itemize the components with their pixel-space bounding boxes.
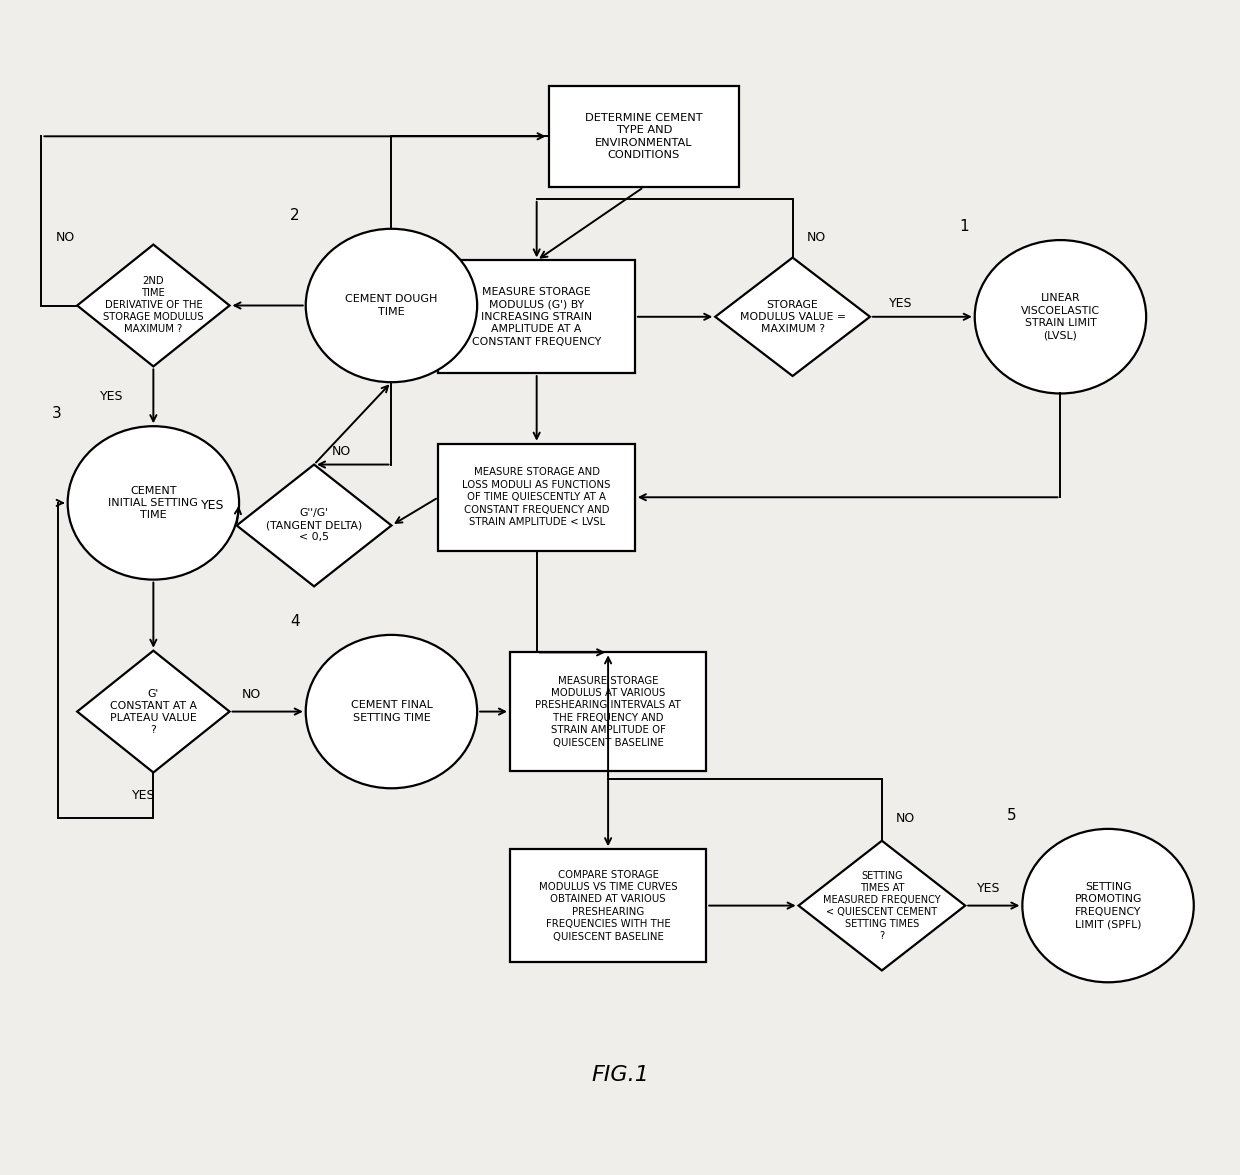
Ellipse shape bbox=[306, 634, 477, 788]
Text: SETTING
TIMES AT
MEASURED FREQUENCY
< QUIESCENT CEMENT
SETTING TIMES
?: SETTING TIMES AT MEASURED FREQUENCY < QU… bbox=[823, 871, 941, 941]
Text: NO: NO bbox=[332, 444, 351, 457]
Text: CEMENT FINAL
SETTING TIME: CEMENT FINAL SETTING TIME bbox=[351, 700, 433, 723]
Polygon shape bbox=[77, 244, 229, 367]
FancyBboxPatch shape bbox=[510, 850, 707, 962]
Text: CEMENT DOUGH
TIME: CEMENT DOUGH TIME bbox=[345, 294, 438, 317]
Text: FIG.1: FIG.1 bbox=[591, 1065, 649, 1085]
Ellipse shape bbox=[68, 427, 239, 579]
FancyBboxPatch shape bbox=[510, 652, 707, 771]
Text: NO: NO bbox=[897, 812, 915, 825]
Text: YES: YES bbox=[889, 297, 913, 310]
Ellipse shape bbox=[306, 229, 477, 382]
FancyBboxPatch shape bbox=[439, 261, 635, 374]
Ellipse shape bbox=[1022, 828, 1194, 982]
Text: 4: 4 bbox=[290, 615, 300, 630]
FancyBboxPatch shape bbox=[548, 86, 739, 187]
Polygon shape bbox=[237, 464, 392, 586]
Text: NO: NO bbox=[242, 689, 260, 701]
Text: DETERMINE CEMENT
TYPE AND
ENVIRONMENTAL
CONDITIONS: DETERMINE CEMENT TYPE AND ENVIRONMENTAL … bbox=[585, 113, 703, 160]
Polygon shape bbox=[77, 651, 229, 772]
Text: YES: YES bbox=[133, 788, 155, 801]
Text: 1: 1 bbox=[960, 220, 968, 235]
FancyBboxPatch shape bbox=[439, 444, 635, 551]
Ellipse shape bbox=[975, 240, 1146, 394]
Text: 5: 5 bbox=[1007, 808, 1017, 824]
Text: G''/G'
(TANGENT DELTA)
< 0,5: G''/G' (TANGENT DELTA) < 0,5 bbox=[265, 509, 362, 543]
Text: 3: 3 bbox=[52, 405, 62, 421]
Text: CEMENT
INITIAL SETTING
TIME: CEMENT INITIAL SETTING TIME bbox=[108, 485, 198, 521]
Polygon shape bbox=[799, 841, 965, 971]
Text: 2ND
TIME
DERIVATIVE OF THE
STORAGE MODULUS
MAXIMUM ?: 2ND TIME DERIVATIVE OF THE STORAGE MODUL… bbox=[103, 276, 203, 335]
Text: LINEAR
VISCOELASTIC
STRAIN LIMIT
(LVSL): LINEAR VISCOELASTIC STRAIN LIMIT (LVSL) bbox=[1021, 294, 1100, 341]
Text: MEASURE STORAGE
MODULUS (G') BY
INCREASING STRAIN
AMPLITUDE AT A
CONSTANT FREQUE: MEASURE STORAGE MODULUS (G') BY INCREASI… bbox=[472, 287, 601, 347]
Text: COMPARE STORAGE
MODULUS VS TIME CURVES
OBTAINED AT VARIOUS
PRESHEARING
FREQUENCI: COMPARE STORAGE MODULUS VS TIME CURVES O… bbox=[539, 870, 677, 941]
Text: YES: YES bbox=[201, 498, 224, 511]
Text: YES: YES bbox=[100, 390, 124, 403]
Text: G'
CONSTANT AT A
PLATEAU VALUE
?: G' CONSTANT AT A PLATEAU VALUE ? bbox=[110, 689, 197, 734]
Text: NO: NO bbox=[807, 230, 826, 243]
Text: YES: YES bbox=[977, 882, 1001, 895]
Text: 2: 2 bbox=[290, 208, 300, 223]
Text: NO: NO bbox=[56, 231, 74, 244]
Text: MEASURE STORAGE
MODULUS AT VARIOUS
PRESHEARING INTERVALS AT
THE FREQUENCY AND
ST: MEASURE STORAGE MODULUS AT VARIOUS PRESH… bbox=[536, 676, 681, 747]
Text: STORAGE
MODULUS VALUE =
MAXIMUM ?: STORAGE MODULUS VALUE = MAXIMUM ? bbox=[739, 300, 846, 334]
Polygon shape bbox=[715, 257, 870, 376]
Text: SETTING
PROMOTING
FREQUENCY
LIMIT (SPFL): SETTING PROMOTING FREQUENCY LIMIT (SPFL) bbox=[1074, 882, 1142, 929]
Text: MEASURE STORAGE AND
LOSS MODULI AS FUNCTIONS
OF TIME QUIESCENTLY AT A
CONSTANT F: MEASURE STORAGE AND LOSS MODULI AS FUNCT… bbox=[463, 468, 611, 528]
